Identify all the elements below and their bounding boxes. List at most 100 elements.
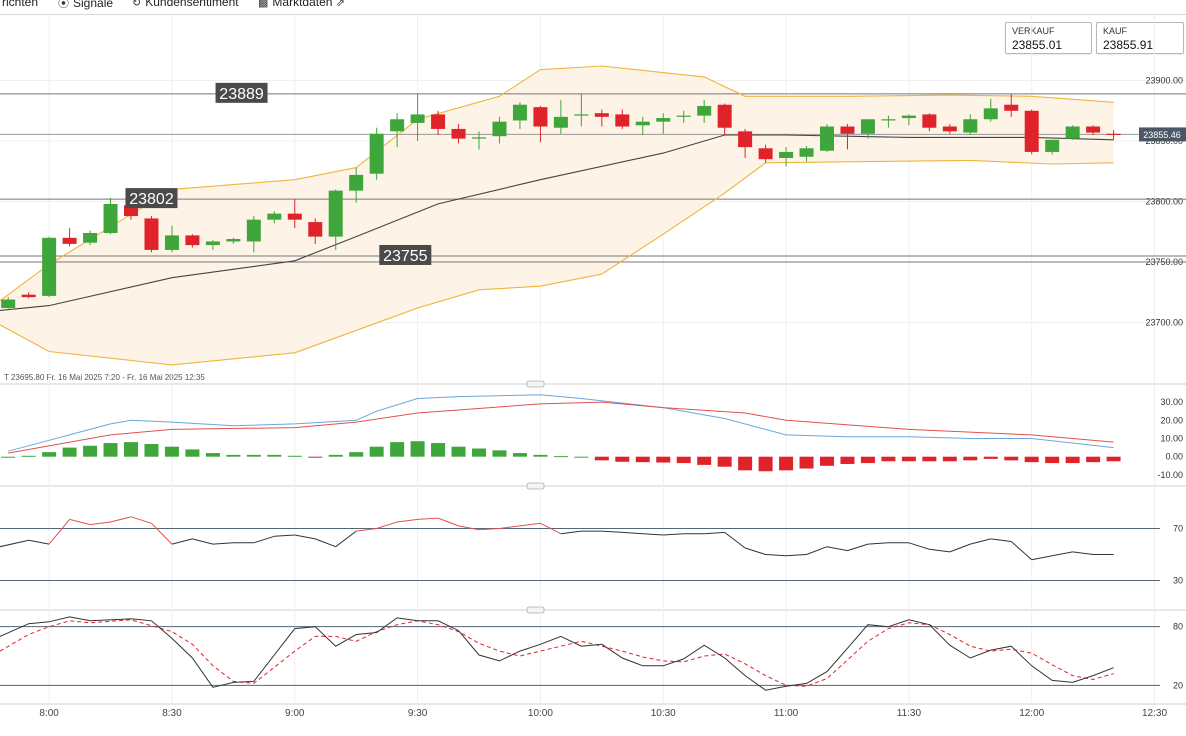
x-tick-label: 11:00 (774, 708, 799, 719)
macd-histogram-bar (635, 456, 650, 463)
candle-body (635, 121, 650, 126)
candle-body (533, 107, 548, 127)
candle (779, 147, 794, 167)
macd-histogram-bar (901, 456, 916, 462)
candle-body (472, 137, 487, 139)
macd-histogram-bar (226, 454, 241, 457)
macd-histogram-bar (390, 442, 405, 457)
stoch-y-tick-label: 80 (1173, 622, 1183, 632)
candle (472, 131, 487, 150)
buy-price-box[interactable]: KAUF 23855.91 (1096, 22, 1184, 54)
macd-histogram-bar (124, 442, 139, 457)
tab-nachrichten[interactable]: richten (2, 0, 38, 9)
rsi-line-segment (110, 516, 132, 523)
macd-histogram-bar (1086, 456, 1101, 463)
candle (1106, 130, 1121, 140)
candle (983, 98, 998, 122)
rsi-line-segment (724, 532, 746, 549)
macd-histogram-bar (21, 455, 36, 457)
candle (1024, 109, 1039, 155)
tab-marktdaten[interactable]: ▩ Marktdaten ⇗ (258, 0, 349, 9)
tab-marktdaten-label: Marktdaten (272, 0, 333, 9)
sentiment-icon: ↻ (132, 0, 142, 9)
rsi-line-segment (458, 525, 480, 531)
rsi-line-segment (519, 522, 541, 527)
x-tick-label: 11:30 (897, 708, 922, 719)
rsi-line-segment (601, 530, 623, 533)
macd-histogram-bar (656, 456, 671, 463)
candle (62, 228, 77, 247)
stoch-k-line (0, 616, 1114, 691)
sell-label: VERKAUF (1012, 26, 1055, 36)
macd-signal-line (8, 401, 1114, 454)
macd-y-tick-label: 0.00 (1165, 452, 1183, 462)
rsi-line-segment (171, 538, 193, 545)
sell-price-box[interactable]: VERKAUF 23855.01 (1005, 22, 1092, 54)
candle-body (820, 126, 835, 151)
candle (451, 124, 466, 144)
candle-body (697, 105, 712, 116)
x-tick-label: 10:30 (651, 708, 676, 719)
macd-histogram-bar (983, 456, 998, 459)
rsi-line-segment (69, 518, 91, 526)
level-label-text: 23802 (129, 191, 174, 208)
rsi-line-segment (356, 528, 377, 532)
rsi-line-segment (1031, 555, 1053, 561)
candle-body (164, 235, 179, 250)
rsi-line-segment (949, 543, 971, 553)
macd-histogram-bar (267, 454, 282, 457)
rsi-line-segment (826, 546, 848, 552)
macd-histogram-bar (1, 456, 16, 458)
candle (758, 144, 773, 163)
macd-histogram-bar (512, 453, 527, 457)
macd-histogram-bar (308, 456, 323, 458)
top-nav-bar: richten ⦿ Signale ↻ Kundensentiment ▩ Markt… (0, 0, 1186, 15)
rsi-line-segment (437, 517, 459, 527)
buy-value: 23855.91 (1103, 38, 1154, 52)
candle (840, 124, 855, 150)
candle (205, 240, 220, 250)
candle (21, 292, 36, 299)
candle-body (410, 114, 425, 123)
rsi-line-segment (806, 546, 828, 555)
tab-signale[interactable]: ⦿ Signale (58, 0, 113, 11)
macd-histogram-bar (328, 454, 343, 457)
candle-body (431, 114, 446, 129)
candle (246, 216, 261, 253)
rsi-y-tick-label: 30 (1173, 576, 1183, 586)
candle (738, 128, 753, 158)
level-label-text: 23889 (219, 86, 264, 103)
candle-body (594, 113, 609, 117)
rsi-line-segment (1072, 551, 1094, 555)
candle (901, 114, 916, 126)
moving-average-line (0, 134, 1114, 311)
candle (942, 124, 957, 134)
candle (860, 119, 875, 139)
macd-histogram-bar (717, 456, 732, 467)
candle (1, 297, 16, 311)
rsi-line-segment (540, 522, 562, 535)
tab-kundensentiment[interactable]: ↻ Kundensentiment (132, 0, 239, 9)
x-tick-label: 9:00 (285, 708, 305, 719)
rsi-y-tick-label: 70 (1173, 524, 1183, 534)
candle (349, 167, 364, 203)
macd-y-tick-label: -10.00 (1157, 470, 1183, 480)
candle (676, 110, 691, 123)
candle-body (144, 218, 159, 250)
macd-histogram-bar (840, 456, 855, 464)
candle (226, 237, 241, 244)
rsi-line-segment (663, 533, 684, 536)
macd-histogram-bar (676, 456, 691, 464)
rsi-line-segment (786, 554, 807, 557)
candle (533, 105, 548, 143)
candle-body (922, 114, 937, 128)
macd-y-tick-label: 20.00 (1160, 415, 1183, 425)
candle (144, 216, 159, 253)
tab-signale-label: Signale (73, 0, 114, 10)
candle (185, 234, 200, 248)
x-tick-label: 8:30 (162, 708, 182, 719)
rsi-line-segment (765, 554, 787, 557)
candle-body (246, 219, 261, 242)
candle-body (1106, 133, 1121, 135)
